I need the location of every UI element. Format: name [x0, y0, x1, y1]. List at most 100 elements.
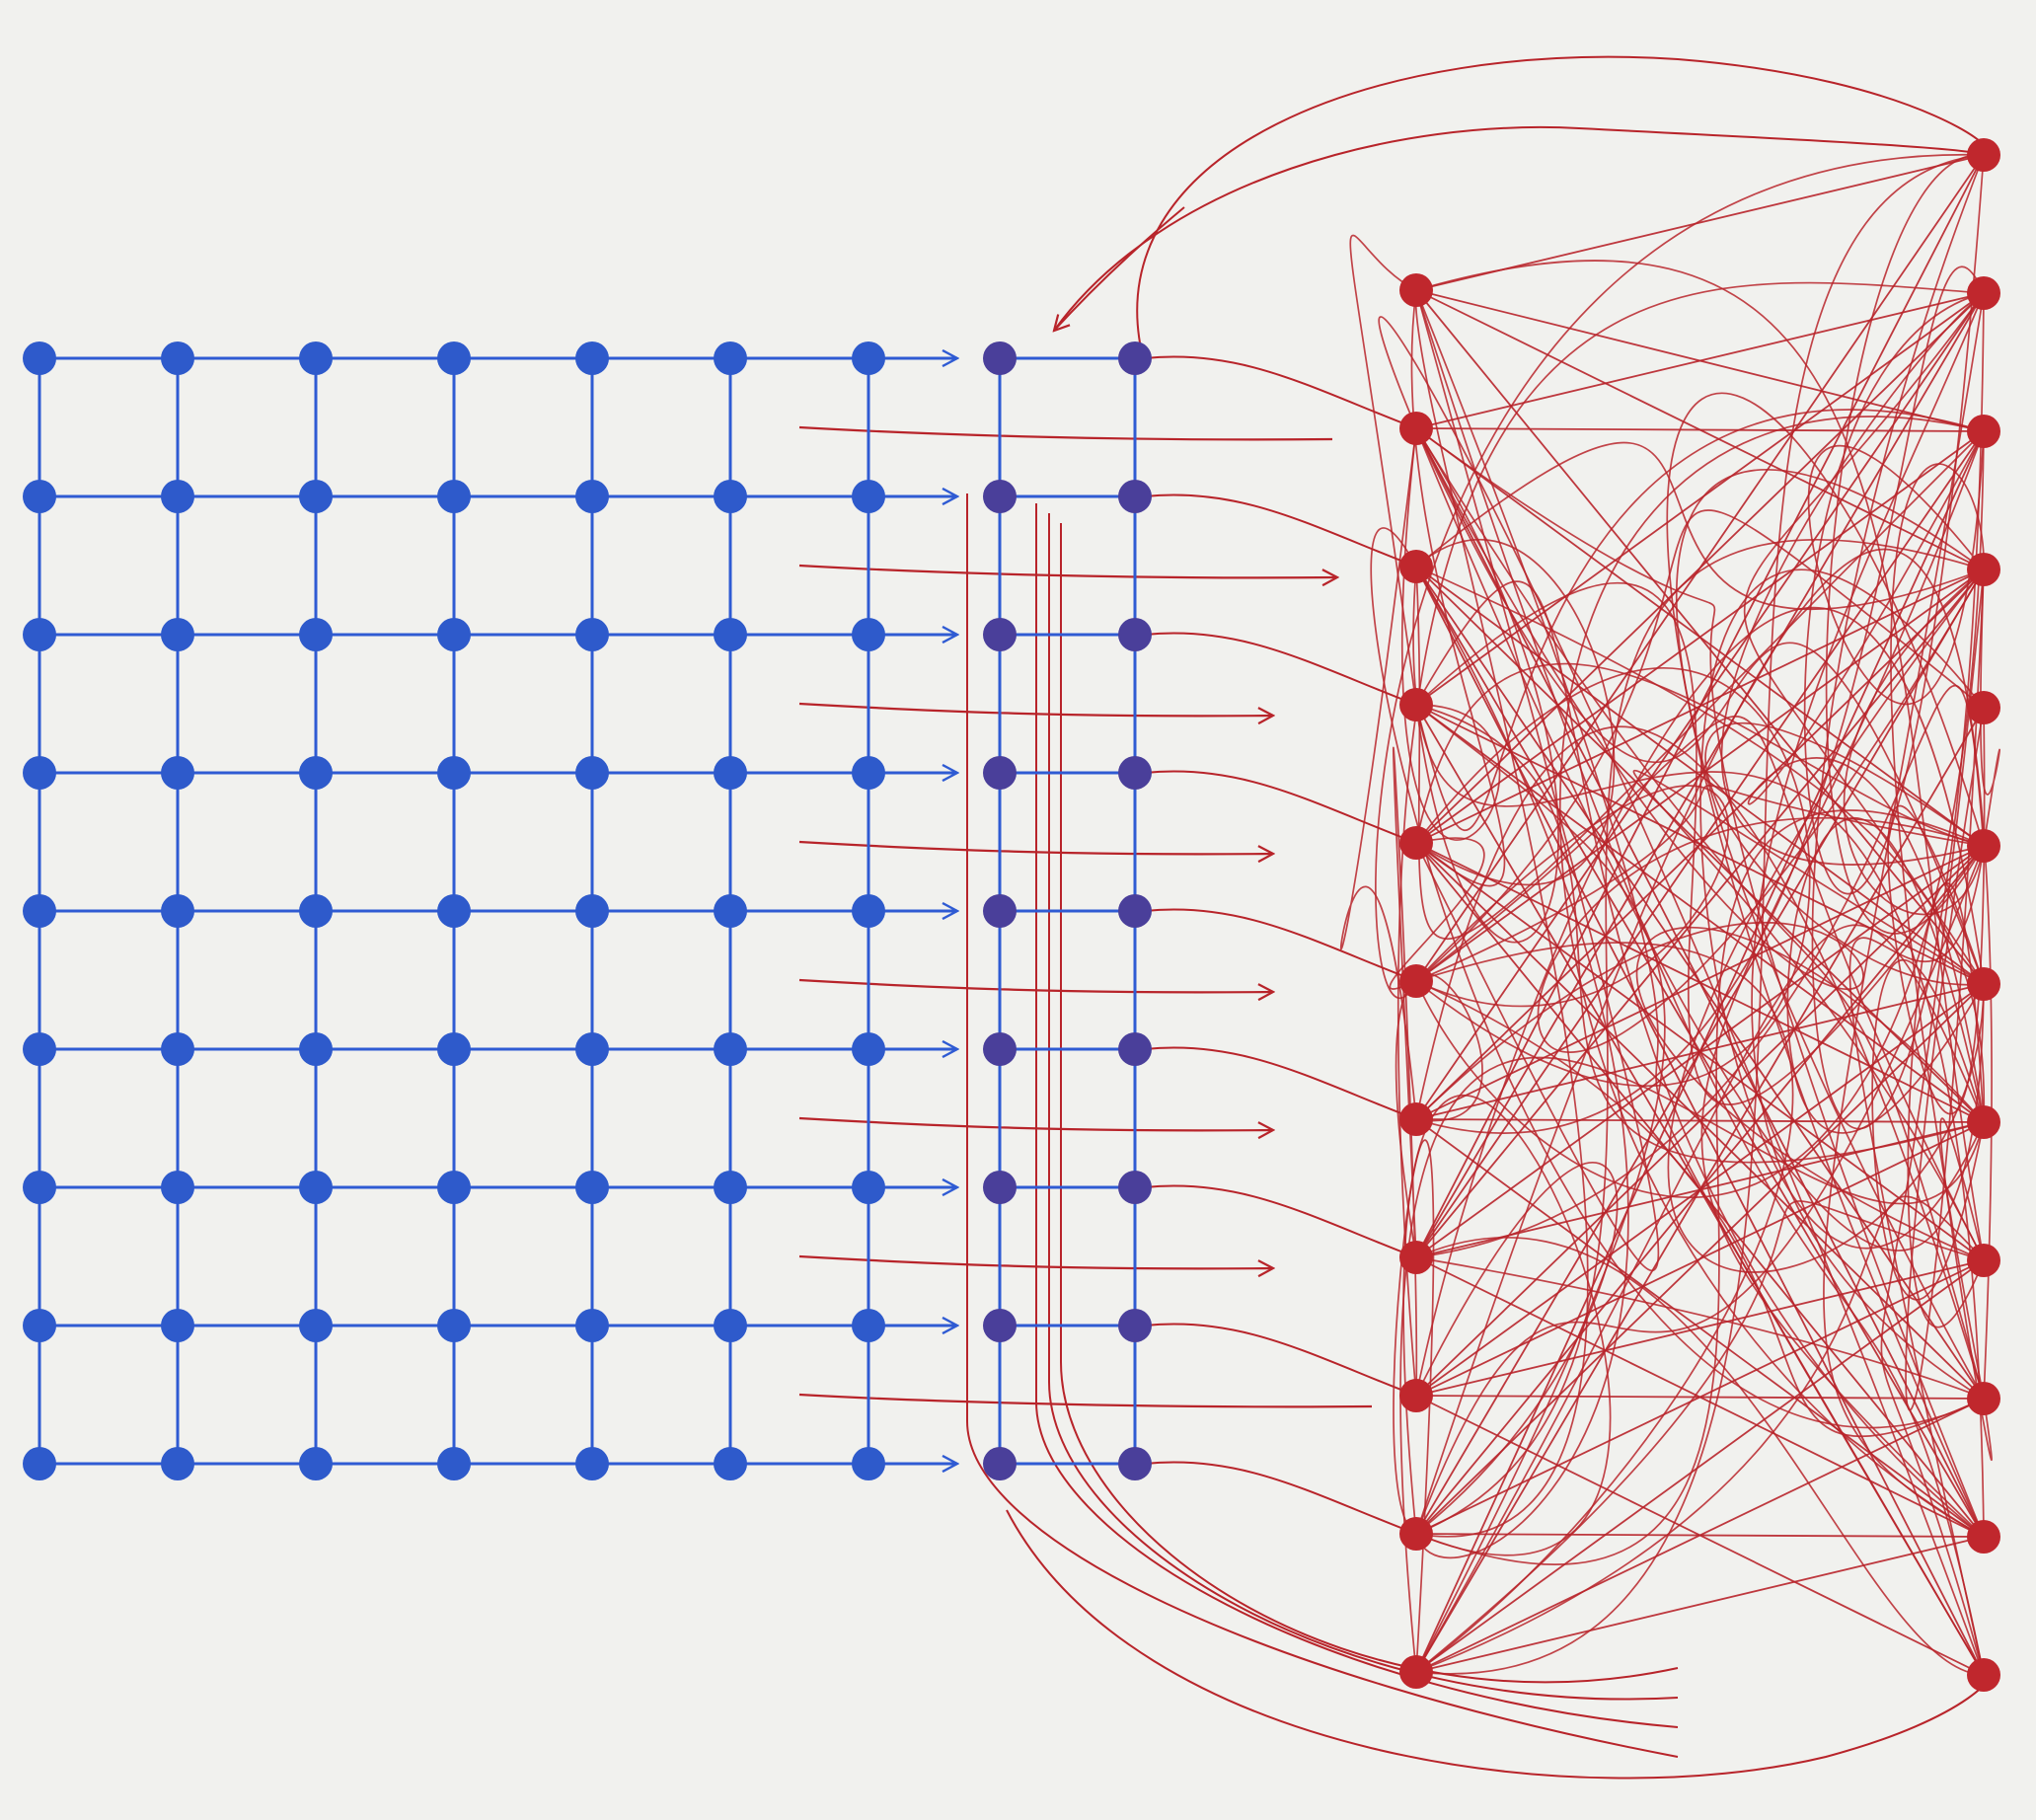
red-flow-arrows — [798, 125, 1985, 1758]
bridge-to-tangle-curve — [1144, 1323, 1417, 1397]
grid-node — [714, 618, 747, 651]
tangle-curve — [1415, 566, 1629, 1559]
tangle-edge — [1415, 983, 1985, 1535]
grid-node — [23, 894, 56, 928]
tangle-curve — [1747, 430, 1985, 1123]
grid-node — [575, 1032, 609, 1066]
grid-node — [299, 1447, 333, 1480]
red-right-node — [1967, 276, 2000, 310]
red-tangle-edges — [1006, 55, 2001, 1780]
grid-node — [161, 618, 194, 651]
bridge-node — [983, 341, 1017, 375]
grid-node — [575, 894, 609, 928]
tangle-curve — [1632, 769, 1985, 1261]
red-flow-arrow — [798, 978, 1273, 992]
grid-node — [299, 341, 333, 375]
tangle-edge — [1415, 1536, 1985, 1673]
red-vertical-strand — [966, 493, 1679, 1758]
tangle-curve — [1415, 809, 1985, 1565]
grid-node — [714, 1032, 747, 1066]
grid-node — [299, 1032, 333, 1066]
tangle-curve — [1415, 289, 1660, 1272]
tangle-edge — [1415, 569, 1985, 1258]
grid-node — [23, 1171, 56, 1204]
tangle-curve — [1415, 667, 1811, 1088]
tangle-edge — [1415, 1259, 1985, 1673]
bridge-node — [983, 618, 1017, 651]
tangle-curve — [1378, 316, 1985, 1676]
tangle-curve — [1666, 392, 1985, 1538]
tangle-outer-loop — [1136, 55, 1991, 366]
grid-node — [437, 1171, 471, 1204]
grid-node — [299, 756, 333, 790]
grid-node — [161, 341, 194, 375]
tangle-curve — [1415, 430, 1985, 1199]
tangle-curve — [1395, 972, 1483, 1258]
red-left-node — [1399, 1241, 1433, 1274]
bridge-node — [1118, 480, 1152, 513]
red-flow-arrow — [798, 1393, 1373, 1408]
tangle-curve — [1743, 292, 1985, 985]
red-right-node — [1967, 967, 2000, 1001]
red-flow-arrow — [798, 564, 1337, 577]
tangle-curve — [1415, 582, 1985, 1105]
bridge-node — [1118, 894, 1152, 928]
red-flow-arrow — [798, 1254, 1273, 1268]
tangle-curve — [1675, 469, 1985, 1400]
tangle-curve — [1415, 427, 1985, 1538]
grid-node — [23, 1447, 56, 1480]
grid-node — [437, 1309, 471, 1342]
grid-node — [437, 480, 471, 513]
tangle-edge — [1415, 845, 1985, 1397]
bridge-node — [1118, 1447, 1152, 1480]
grid-node — [575, 1171, 609, 1204]
tangle-curve — [1751, 292, 1985, 1400]
grid-node — [714, 480, 747, 513]
grid-node — [852, 1447, 885, 1480]
red-loop-strand — [1053, 125, 1985, 332]
grid-node — [852, 618, 885, 651]
tangle-curve — [1415, 1162, 1619, 1535]
grid-node — [23, 1032, 56, 1066]
tangle-curve — [1843, 569, 1985, 916]
tangle-curve — [1980, 569, 2001, 847]
tangle-curve — [1415, 716, 1985, 1261]
grid-node — [852, 341, 885, 375]
tangle-curve — [1415, 785, 1985, 982]
red-left-node — [1399, 688, 1433, 721]
tangle-curve — [1370, 527, 1985, 1429]
bridge-columns — [983, 341, 1152, 1480]
grid-node — [714, 894, 747, 928]
tangle-curve — [1415, 409, 1985, 832]
grid-node — [575, 341, 609, 375]
tangle-curve — [1415, 509, 1985, 982]
tangle-curve — [1415, 1237, 1985, 1676]
grid-node — [161, 1171, 194, 1204]
grid-node — [714, 1447, 747, 1480]
tangle-curve — [1887, 707, 1986, 1115]
red-loop-arrow — [1054, 206, 1185, 331]
bridge-to-tangle-curve — [1144, 355, 1417, 429]
tangle-outer-loop — [1006, 1509, 1991, 1780]
tangle-curve — [1414, 289, 1589, 1538]
tangle-curve — [1415, 260, 1985, 1261]
bridge-node — [1118, 618, 1152, 651]
grid-node — [575, 480, 609, 513]
grid-node — [714, 341, 747, 375]
bridge-node — [1118, 341, 1152, 375]
bridge-to-tangle-curve — [1144, 632, 1417, 706]
grid-node — [299, 480, 333, 513]
red-right-node — [1967, 138, 2000, 172]
bridge-node — [983, 1171, 1017, 1204]
red-right-node — [1967, 1520, 2000, 1554]
tangle-curve — [1415, 427, 1864, 1120]
blue-grid-lattice — [23, 341, 957, 1480]
tangle-curve — [1415, 265, 1985, 1134]
bridge-to-tangle-curve — [1144, 908, 1417, 982]
tangle-curve — [1871, 958, 1985, 1301]
bridge-node — [1118, 1032, 1152, 1066]
red-left-node — [1399, 1655, 1433, 1689]
grid-node — [23, 756, 56, 790]
tangle-curve — [1825, 154, 1985, 935]
